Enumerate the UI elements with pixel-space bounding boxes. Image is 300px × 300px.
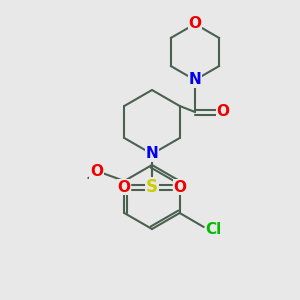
- Text: O: O: [173, 179, 187, 194]
- Text: O: O: [188, 16, 202, 32]
- Text: N: N: [189, 73, 201, 88]
- Text: O: O: [118, 179, 130, 194]
- Text: O: O: [217, 104, 230, 119]
- Text: Cl: Cl: [206, 221, 222, 236]
- Text: O: O: [90, 164, 103, 178]
- Text: N: N: [146, 146, 158, 161]
- Text: S: S: [146, 178, 158, 196]
